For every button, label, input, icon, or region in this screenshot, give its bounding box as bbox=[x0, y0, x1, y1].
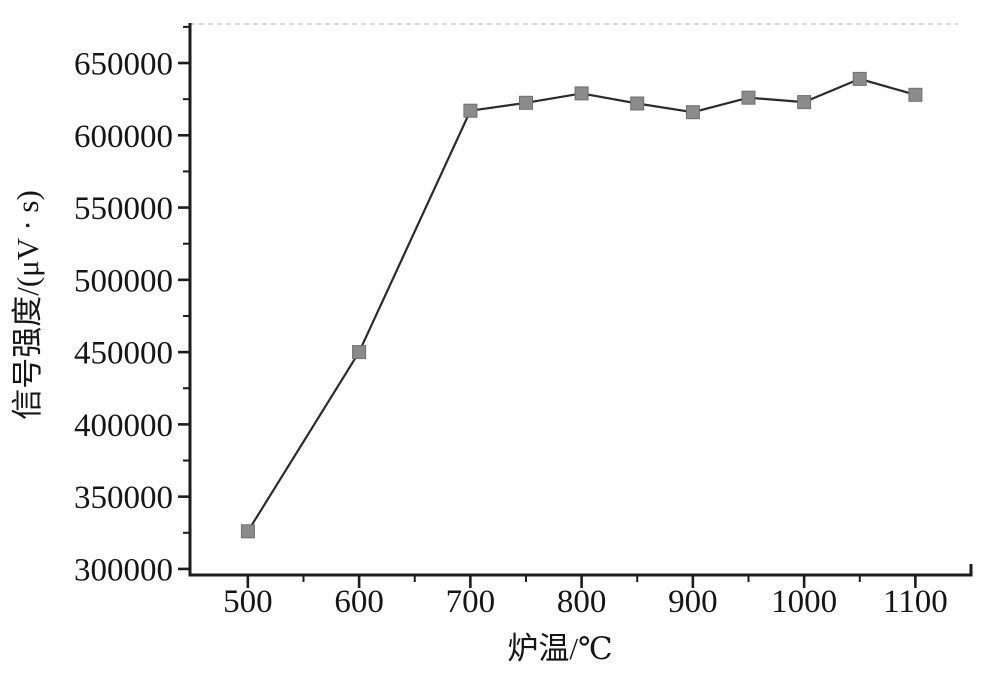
x-tick-label: 500 bbox=[223, 584, 273, 620]
data-point-marker bbox=[519, 95, 533, 110]
data-point-marker bbox=[463, 103, 478, 118]
data-point-marker bbox=[240, 524, 255, 539]
data-point-marker bbox=[352, 345, 367, 360]
x-tick-label: 1000 bbox=[771, 584, 837, 620]
y-tick-label: 650000 bbox=[74, 47, 173, 83]
y-tick-label: 450000 bbox=[74, 336, 173, 372]
data-point-marker bbox=[574, 86, 589, 101]
x-tick-label: 700 bbox=[446, 584, 496, 620]
y-tick-label: 500000 bbox=[74, 263, 173, 299]
data-point-marker bbox=[685, 105, 700, 120]
x-tick-label: 600 bbox=[334, 584, 384, 620]
data-point-marker bbox=[908, 87, 923, 102]
data-point-marker bbox=[630, 96, 645, 111]
y-tick-label: 550000 bbox=[74, 191, 173, 227]
y-tick-label: 300000 bbox=[74, 552, 173, 588]
x-axis-title: 炉温/℃ bbox=[507, 631, 612, 666]
chart-generated-layer: 300000 350000 400000 450000 500000 550000 6000… bbox=[74, 23, 973, 620]
x-tick-label: 900 bbox=[668, 584, 718, 620]
x-tick-label: 1100 bbox=[883, 584, 948, 620]
y-tick-label: 600000 bbox=[74, 119, 173, 155]
data-point-marker bbox=[741, 90, 756, 105]
y-tick-label: 400000 bbox=[74, 408, 173, 444]
data-line bbox=[246, 77, 916, 532]
data-point-marker bbox=[797, 95, 812, 110]
y-axis-title: 信号强度/(μV · s) bbox=[10, 190, 45, 420]
data-point-marker bbox=[852, 71, 867, 86]
x-tick-label: 800 bbox=[557, 584, 607, 620]
y-tick-label: 350000 bbox=[74, 480, 173, 516]
